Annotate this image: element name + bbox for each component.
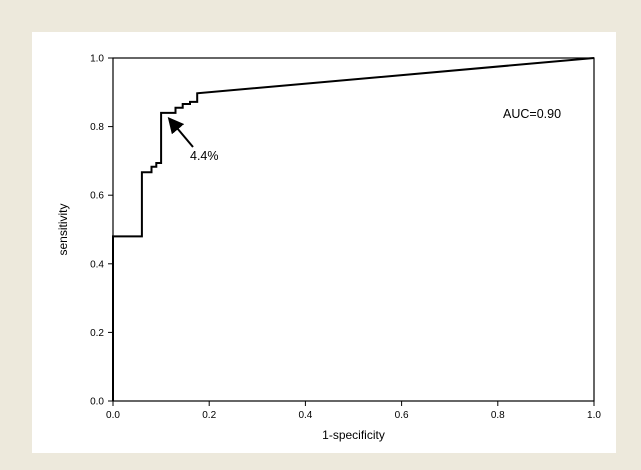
x-tick-label: 1.0 [587,410,601,421]
y-tick-label: 0.2 [90,328,104,339]
x-tick-label: 0.6 [395,410,409,421]
y-tick-label: 0.6 [90,191,104,202]
y-axis: 0.0 0.2 0.4 0.6 0.8 1.0 [90,54,113,408]
x-axis: 0.0 0.2 0.4 0.6 0.8 1.0 [106,401,601,421]
y-tick-label: 1.0 [90,54,104,65]
y-tick-label: 0.0 [90,397,104,408]
annotation-arrow [167,116,194,148]
annotation-cutoff-label: 4.4% [190,149,219,163]
x-axis-title: 1-specificity [322,428,385,442]
chart-panel: 0.0 0.2 0.4 0.6 0.8 1.0 0.0 0.2 0.4 0.6 0.8 1.0 4.… [32,32,616,453]
auc-label: AUC=0.90 [503,107,561,121]
y-axis-title: sensitivity [56,203,70,255]
x-tick-label: 0.8 [491,410,505,421]
roc-curve [112,57,595,401]
x-tick-label: 0.2 [202,410,216,421]
x-tick-label: 0.4 [298,410,312,421]
y-tick-label: 0.4 [90,259,104,270]
roc-chart: 0.0 0.2 0.4 0.6 0.8 1.0 0.0 0.2 0.4 0.6 0.8 1.0 4.… [56,54,601,443]
plot-area-frame [112,57,595,402]
y-tick-label: 0.8 [90,122,104,133]
x-tick-label: 0.0 [106,410,120,421]
